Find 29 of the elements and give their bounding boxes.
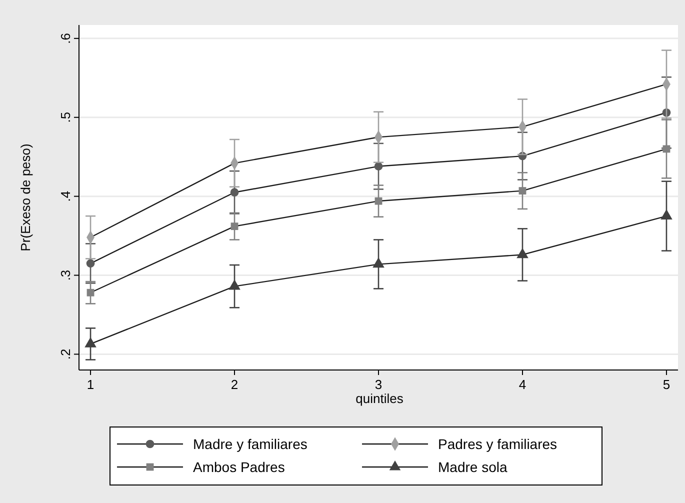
- x-tick-label: 2: [230, 377, 238, 392]
- point: [516, 248, 528, 258]
- x-tick-label: 4: [518, 377, 526, 392]
- point: [662, 145, 670, 153]
- legend-label: Ambos Padres: [193, 459, 285, 475]
- point: [518, 187, 526, 194]
- point: [374, 197, 382, 205]
- legend-label: Madre sola: [438, 459, 508, 475]
- point: [86, 259, 95, 268]
- point: [84, 337, 96, 348]
- point: [660, 209, 672, 220]
- point: [86, 288, 94, 296]
- x-axis-title: quintiles: [356, 391, 404, 406]
- x-tick-label: 5: [662, 377, 670, 392]
- point: [374, 162, 383, 170]
- y-tick-label: .3: [58, 270, 73, 281]
- y-tick-label: .2: [58, 348, 73, 360]
- point: [372, 257, 384, 268]
- y-tick-label: .5: [58, 112, 73, 123]
- y-tick-label: .6: [58, 33, 73, 44]
- point: [228, 280, 240, 290]
- point: [230, 188, 239, 197]
- x-tick-label: 3: [374, 377, 382, 392]
- legend-label: Madre y familiares: [193, 436, 308, 452]
- x-tick-label: 1: [86, 377, 94, 392]
- y-tick-label: .4: [58, 190, 73, 202]
- point: [230, 222, 238, 230]
- legend-label: Padres y familiares: [438, 436, 558, 452]
- y-axis-title: Pr(Exeso de peso): [18, 144, 33, 252]
